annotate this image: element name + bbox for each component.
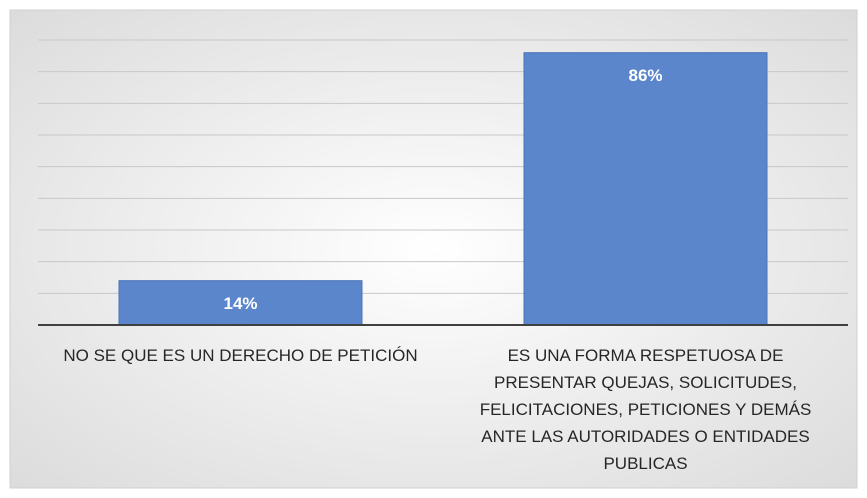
data-label: 14% bbox=[223, 294, 257, 313]
bar bbox=[118, 280, 363, 326]
bar bbox=[523, 52, 768, 326]
x-tick-label: ES UNA FORMA RESPETUOSA DE PRESENTAR QUE… bbox=[479, 346, 812, 473]
data-label: 86% bbox=[628, 66, 662, 85]
x-tick-label: NO SE QUE ES UN DERECHO DE PETICIÓN bbox=[63, 346, 418, 365]
